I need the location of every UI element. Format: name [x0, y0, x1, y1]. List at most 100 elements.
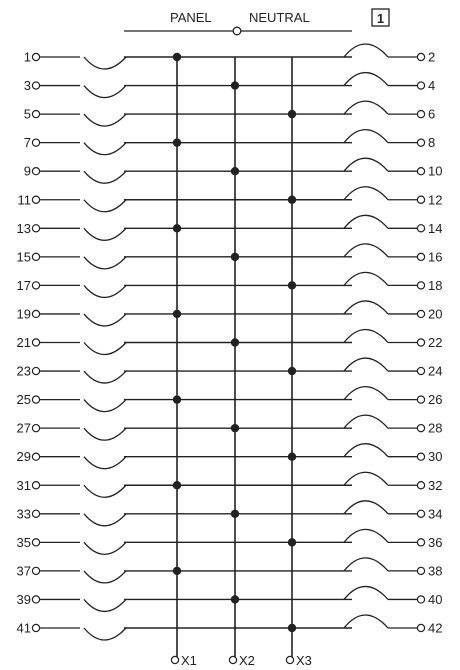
left-circuit-number: 13: [17, 221, 31, 236]
phase-connection-dot: [288, 624, 296, 632]
right-breaker-arc: [344, 387, 388, 400]
left-breaker-arc: [84, 457, 126, 469]
right-breaker-arc: [344, 215, 388, 228]
left-terminal: [32, 168, 39, 175]
circuit-row: 37 38: [17, 558, 443, 583]
right-breaker-arc: [344, 558, 388, 571]
circuit-row: 41 42: [17, 615, 443, 640]
left-breaker-arc: [84, 485, 126, 497]
left-circuit-number: 21: [17, 335, 31, 350]
right-breaker-arc: [344, 244, 388, 257]
phase-connection-dot: [231, 338, 239, 346]
right-terminal: [417, 111, 424, 118]
left-breaker-arc: [84, 285, 126, 297]
left-terminal: [32, 82, 39, 89]
phase-terminals: X1 X2 X3: [171, 653, 312, 668]
phase-terminal-x2: [229, 656, 236, 663]
left-terminal: [32, 453, 39, 460]
neutral-bus-header: PANEL NEUTRAL 1: [124, 9, 389, 35]
left-circuit-number: 39: [17, 592, 31, 607]
right-circuit-number: 40: [428, 592, 442, 607]
left-breaker-arc: [84, 257, 126, 269]
right-breaker-arc: [344, 586, 388, 599]
left-terminal: [32, 482, 39, 489]
phase-connection-dot: [288, 367, 296, 375]
circuit-row: 78: [24, 130, 435, 155]
left-circuit-number: 19: [17, 306, 31, 321]
left-circuit-number: 27: [17, 421, 31, 436]
left-breaker-arc: [84, 571, 126, 583]
circuit-row: 35 36: [17, 529, 443, 554]
right-breaker-arc: [344, 415, 388, 428]
circuit-row: 27 28: [17, 415, 443, 440]
right-breaker-arc: [344, 101, 388, 114]
right-circuit-number: 10: [428, 164, 442, 179]
right-breaker-arc: [344, 529, 388, 542]
left-terminal: [32, 367, 39, 374]
left-breaker-arc: [84, 171, 126, 183]
phase-connection-dot: [231, 424, 239, 432]
right-breaker-arc: [344, 330, 388, 343]
phase-buses: [177, 57, 292, 658]
right-circuit-number: 26: [428, 392, 442, 407]
left-circuit-number: 17: [17, 278, 31, 293]
circuit-row: 33 34: [17, 501, 443, 526]
circuit-row: 9 10: [24, 158, 443, 183]
left-terminal: [32, 567, 39, 574]
left-circuit-number: 9: [24, 164, 31, 179]
left-circuit-number: 37: [17, 563, 31, 578]
phase-connection-dot: [231, 81, 239, 89]
right-breaker-arc: [344, 158, 388, 171]
right-circuit-number: 32: [428, 478, 442, 493]
circuit-row: 31 32: [17, 472, 443, 497]
phase-connection-dot: [173, 567, 181, 575]
left-breaker-arc: [84, 542, 126, 554]
neutral-terminal: [233, 27, 241, 35]
left-breaker-arc: [84, 200, 126, 212]
circuit-row: 15 16: [17, 244, 443, 269]
circuit-row: 11 12: [18, 187, 443, 212]
right-circuit-number: 12: [428, 192, 442, 207]
phase-connection-dot: [288, 110, 296, 118]
left-breaker-arc: [84, 343, 126, 355]
right-breaker-arc: [344, 358, 388, 371]
panel-label: PANEL: [170, 10, 212, 25]
right-terminal: [417, 453, 424, 460]
right-terminal: [417, 310, 424, 317]
right-terminal: [417, 425, 424, 432]
circuit-row: 56: [24, 101, 435, 126]
circuit-row: 19 20: [17, 301, 443, 326]
left-terminal: [32, 225, 39, 232]
left-breaker-arc: [84, 314, 126, 326]
left-terminal: [32, 310, 39, 317]
left-circuit-number: 1: [24, 50, 31, 65]
left-circuit-number: 31: [17, 478, 31, 493]
right-breaker-arc: [344, 130, 388, 143]
right-circuit-number: 22: [428, 335, 442, 350]
phase-connection-dot: [231, 510, 239, 518]
left-circuit-number: 35: [17, 535, 31, 550]
right-circuit-number: 6: [428, 107, 435, 122]
neutral-label: NEUTRAL: [249, 10, 310, 25]
circuit-row: 17 18: [17, 272, 443, 297]
left-breaker-arc: [84, 514, 126, 526]
right-circuit-number: 2: [428, 50, 435, 65]
right-breaker-arc: [344, 615, 388, 628]
right-breaker-arc: [344, 301, 388, 314]
phase-connection-dot: [288, 453, 296, 461]
left-circuit-number: 23: [17, 364, 31, 379]
left-breaker-arc: [84, 371, 126, 383]
left-circuit-number: 3: [24, 78, 31, 93]
left-terminal: [32, 196, 39, 203]
left-circuit-number: 33: [17, 506, 31, 521]
left-terminal: [32, 111, 39, 118]
left-circuit-number: 11: [18, 192, 32, 207]
phase-connection-dot: [231, 253, 239, 261]
phase-label-x1: X1: [181, 653, 197, 668]
phase-connection-dot: [173, 224, 181, 232]
right-breaker-arc: [344, 472, 388, 485]
left-terminal: [32, 510, 39, 517]
circuit-row: 39 40: [17, 586, 443, 611]
